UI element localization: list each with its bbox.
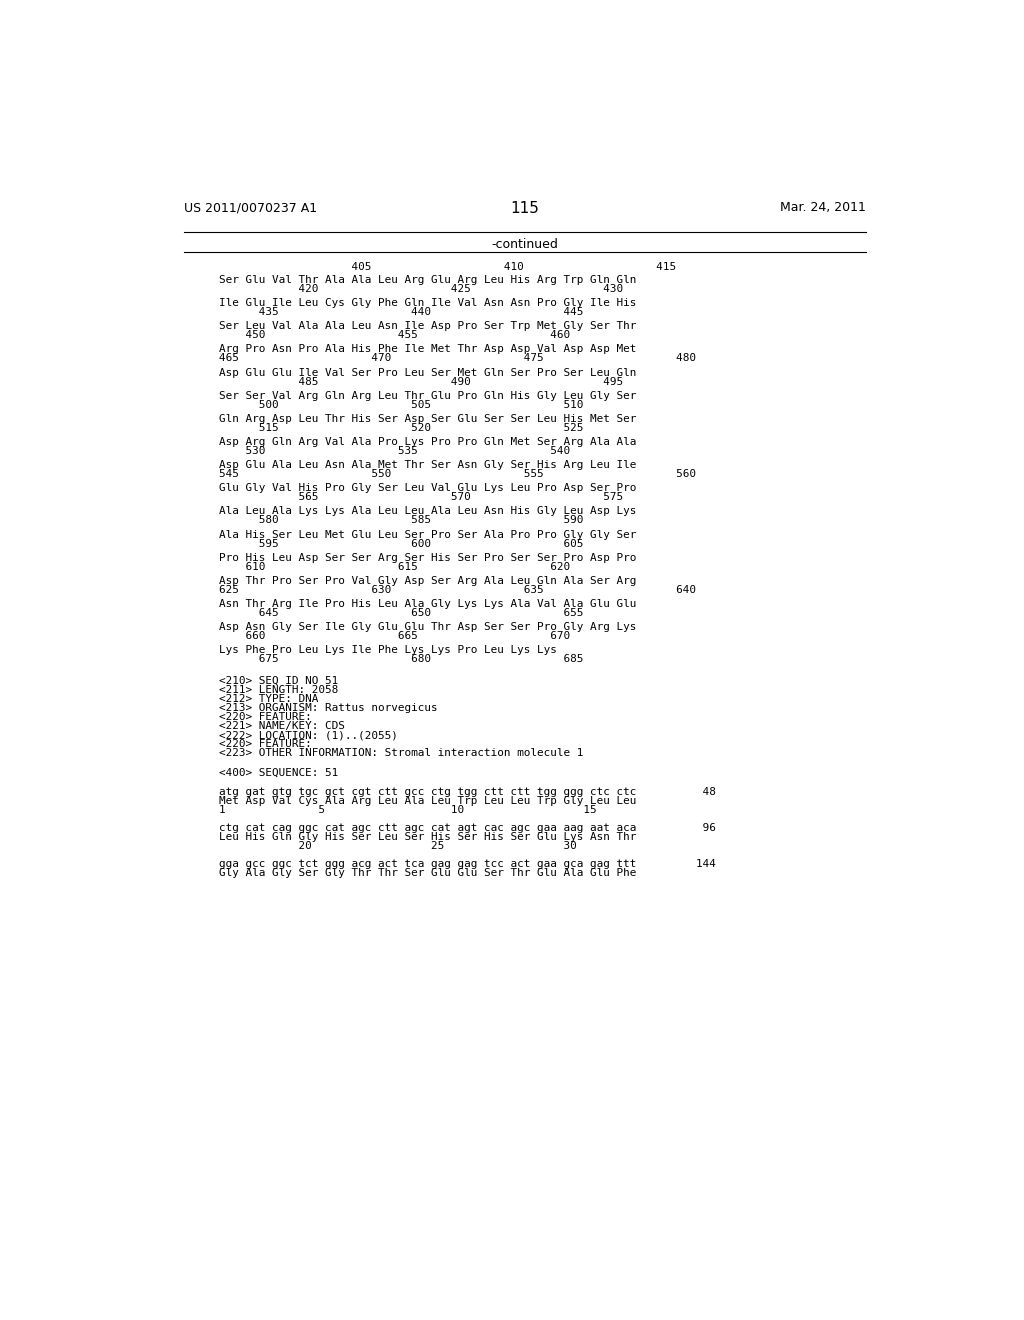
Text: Asp Thr Pro Ser Pro Val Gly Asp Ser Arg Ala Leu Gln Ala Ser Arg: Asp Thr Pro Ser Pro Val Gly Asp Ser Arg … [219, 576, 637, 586]
Text: Asp Asn Gly Ser Ile Gly Glu Glu Thr Asp Ser Ser Pro Gly Arg Lys: Asp Asn Gly Ser Ile Gly Glu Glu Thr Asp … [219, 622, 637, 632]
Text: Lys Phe Pro Leu Lys Ile Phe Lys Lys Pro Leu Lys Lys: Lys Phe Pro Leu Lys Ile Phe Lys Lys Pro … [219, 645, 557, 655]
Text: 450                    455                    460: 450 455 460 [219, 330, 570, 341]
Text: ctg cat cag ggc cat agc ctt agc cat agt cac agc gaa aag aat aca          96: ctg cat cag ggc cat agc ctt agc cat agt … [219, 822, 716, 833]
Text: Ser Glu Val Thr Ala Ala Leu Arg Glu Arg Leu His Arg Trp Gln Gln: Ser Glu Val Thr Ala Ala Leu Arg Glu Arg … [219, 275, 637, 285]
Text: 625                    630                    635                    640: 625 630 635 640 [219, 585, 696, 595]
Text: Ala Leu Ala Lys Lys Ala Leu Leu Ala Leu Asn His Gly Leu Asp Lys: Ala Leu Ala Lys Lys Ala Leu Leu Ala Leu … [219, 507, 637, 516]
Text: Gln Arg Asp Leu Thr His Ser Asp Ser Glu Ser Ser Leu His Met Ser: Gln Arg Asp Leu Thr His Ser Asp Ser Glu … [219, 413, 637, 424]
Text: 435                    440                    445: 435 440 445 [219, 308, 584, 317]
Text: 465                    470                    475                    480: 465 470 475 480 [219, 354, 696, 363]
Text: 420                    425                    430: 420 425 430 [219, 284, 624, 294]
Text: 580                    585                    590: 580 585 590 [219, 515, 584, 525]
Text: <213> ORGANISM: Rattus norvegicus: <213> ORGANISM: Rattus norvegicus [219, 704, 438, 713]
Text: 645                    650                    655: 645 650 655 [219, 609, 584, 618]
Text: Glu Gly Val His Pro Gly Ser Leu Val Glu Lys Leu Pro Asp Ser Pro: Glu Gly Val His Pro Gly Ser Leu Val Glu … [219, 483, 637, 494]
Text: Ser Ser Val Arg Gln Arg Leu Thr Glu Pro Gln His Gly Leu Gly Ser: Ser Ser Val Arg Gln Arg Leu Thr Glu Pro … [219, 391, 637, 401]
Text: 595                    600                    605: 595 600 605 [219, 539, 584, 549]
Text: 115: 115 [510, 201, 540, 216]
Text: atg gat gtg tgc gct cgt ctt gcc ctg tgg ctt ctt tgg ggg ctc ctc          48: atg gat gtg tgc gct cgt ctt gcc ctg tgg … [219, 787, 716, 797]
Text: <220> FEATURE:: <220> FEATURE: [219, 739, 312, 748]
Text: 1              5                   10                  15: 1 5 10 15 [219, 805, 597, 814]
Text: Ile Glu Ile Leu Cys Gly Phe Gln Ile Val Asn Asn Pro Gly Ile His: Ile Glu Ile Leu Cys Gly Phe Gln Ile Val … [219, 298, 637, 308]
Text: 565                    570                    575: 565 570 575 [219, 492, 624, 502]
Text: Asp Glu Glu Ile Val Ser Pro Leu Ser Met Gln Ser Pro Ser Leu Gln: Asp Glu Glu Ile Val Ser Pro Leu Ser Met … [219, 367, 637, 378]
Text: -continued: -continued [492, 238, 558, 251]
Text: 405                    410                    415: 405 410 415 [219, 263, 677, 272]
Text: 485                    490                    495: 485 490 495 [219, 376, 624, 387]
Text: <211> LENGTH: 2058: <211> LENGTH: 2058 [219, 685, 339, 696]
Text: Met Asp Val Cys Ala Arg Leu Ala Leu Trp Leu Leu Trp Gly Leu Leu: Met Asp Val Cys Ala Arg Leu Ala Leu Trp … [219, 796, 637, 805]
Text: <212> TYPE: DNA: <212> TYPE: DNA [219, 694, 318, 704]
Text: <400> SEQUENCE: 51: <400> SEQUENCE: 51 [219, 767, 339, 777]
Text: <221> NAME/KEY: CDS: <221> NAME/KEY: CDS [219, 721, 345, 731]
Text: Mar. 24, 2011: Mar. 24, 2011 [780, 201, 866, 214]
Text: <220> FEATURE:: <220> FEATURE: [219, 711, 312, 722]
Text: <222> LOCATION: (1)..(2055): <222> LOCATION: (1)..(2055) [219, 730, 398, 741]
Text: Ser Leu Val Ala Ala Leu Asn Ile Asp Pro Ser Trp Met Gly Ser Thr: Ser Leu Val Ala Ala Leu Asn Ile Asp Pro … [219, 321, 637, 331]
Text: 610                    615                    620: 610 615 620 [219, 561, 570, 572]
Text: US 2011/0070237 A1: US 2011/0070237 A1 [183, 201, 316, 214]
Text: 515                    520                    525: 515 520 525 [219, 422, 584, 433]
Text: <210> SEQ ID NO 51: <210> SEQ ID NO 51 [219, 676, 339, 686]
Text: 500                    505                    510: 500 505 510 [219, 400, 584, 409]
Text: Asn Thr Arg Ile Pro His Leu Ala Gly Lys Lys Ala Val Ala Glu Glu: Asn Thr Arg Ile Pro His Leu Ala Gly Lys … [219, 599, 637, 609]
Text: 675                    680                    685: 675 680 685 [219, 655, 584, 664]
Text: Asp Arg Gln Arg Val Ala Pro Lys Pro Pro Gln Met Ser Arg Ala Ala: Asp Arg Gln Arg Val Ala Pro Lys Pro Pro … [219, 437, 637, 447]
Text: Arg Pro Asn Pro Ala His Phe Ile Met Thr Asp Asp Val Asp Asp Met: Arg Pro Asn Pro Ala His Phe Ile Met Thr … [219, 345, 637, 354]
Text: Gly Ala Gly Ser Gly Thr Thr Ser Glu Glu Ser Thr Glu Ala Glu Phe: Gly Ala Gly Ser Gly Thr Thr Ser Glu Glu … [219, 867, 637, 878]
Text: Pro His Leu Asp Ser Ser Arg Ser His Ser Pro Ser Ser Pro Asp Pro: Pro His Leu Asp Ser Ser Arg Ser His Ser … [219, 553, 637, 562]
Text: 530                    535                    540: 530 535 540 [219, 446, 570, 455]
Text: gga gcc ggc tct ggg acg act tca gag gag tcc act gaa gca gag ttt         144: gga gcc ggc tct ggg acg act tca gag gag … [219, 858, 716, 869]
Text: 20                  25                  30: 20 25 30 [219, 841, 577, 850]
Text: Asp Glu Ala Leu Asn Ala Met Thr Ser Asn Gly Ser His Arg Leu Ile: Asp Glu Ala Leu Asn Ala Met Thr Ser Asn … [219, 461, 637, 470]
Text: Ala His Ser Leu Met Glu Leu Ser Pro Ser Ala Pro Pro Gly Gly Ser: Ala His Ser Leu Met Glu Leu Ser Pro Ser … [219, 529, 637, 540]
Text: Leu His Gln Gly His Ser Leu Ser His Ser His Ser Glu Lys Asn Thr: Leu His Gln Gly His Ser Leu Ser His Ser … [219, 832, 637, 842]
Text: 545                    550                    555                    560: 545 550 555 560 [219, 469, 696, 479]
Text: <223> OTHER INFORMATION: Stromal interaction molecule 1: <223> OTHER INFORMATION: Stromal interac… [219, 748, 584, 758]
Text: 660                    665                    670: 660 665 670 [219, 631, 570, 642]
